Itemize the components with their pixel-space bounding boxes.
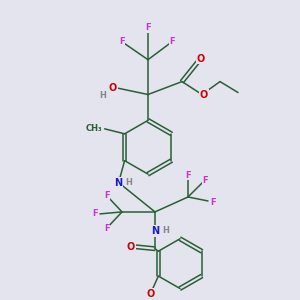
Text: O: O [127,242,135,252]
Text: F: F [202,176,208,184]
Text: O: O [200,89,208,100]
Text: O: O [146,289,154,299]
Text: N: N [115,178,123,188]
Text: F: F [104,191,110,200]
Text: CH₃: CH₃ [86,124,103,133]
Text: F: F [185,171,191,180]
Text: H: H [100,91,106,100]
Text: H: H [162,226,169,235]
Text: O: O [109,82,117,92]
Text: F: F [104,224,110,233]
Text: F: F [145,23,151,32]
Text: F: F [119,37,125,46]
Text: F: F [92,209,98,218]
Text: N: N [151,226,159,236]
Text: H: H [126,178,133,187]
Text: O: O [197,54,205,64]
Text: F: F [169,37,175,46]
Text: F: F [210,199,216,208]
